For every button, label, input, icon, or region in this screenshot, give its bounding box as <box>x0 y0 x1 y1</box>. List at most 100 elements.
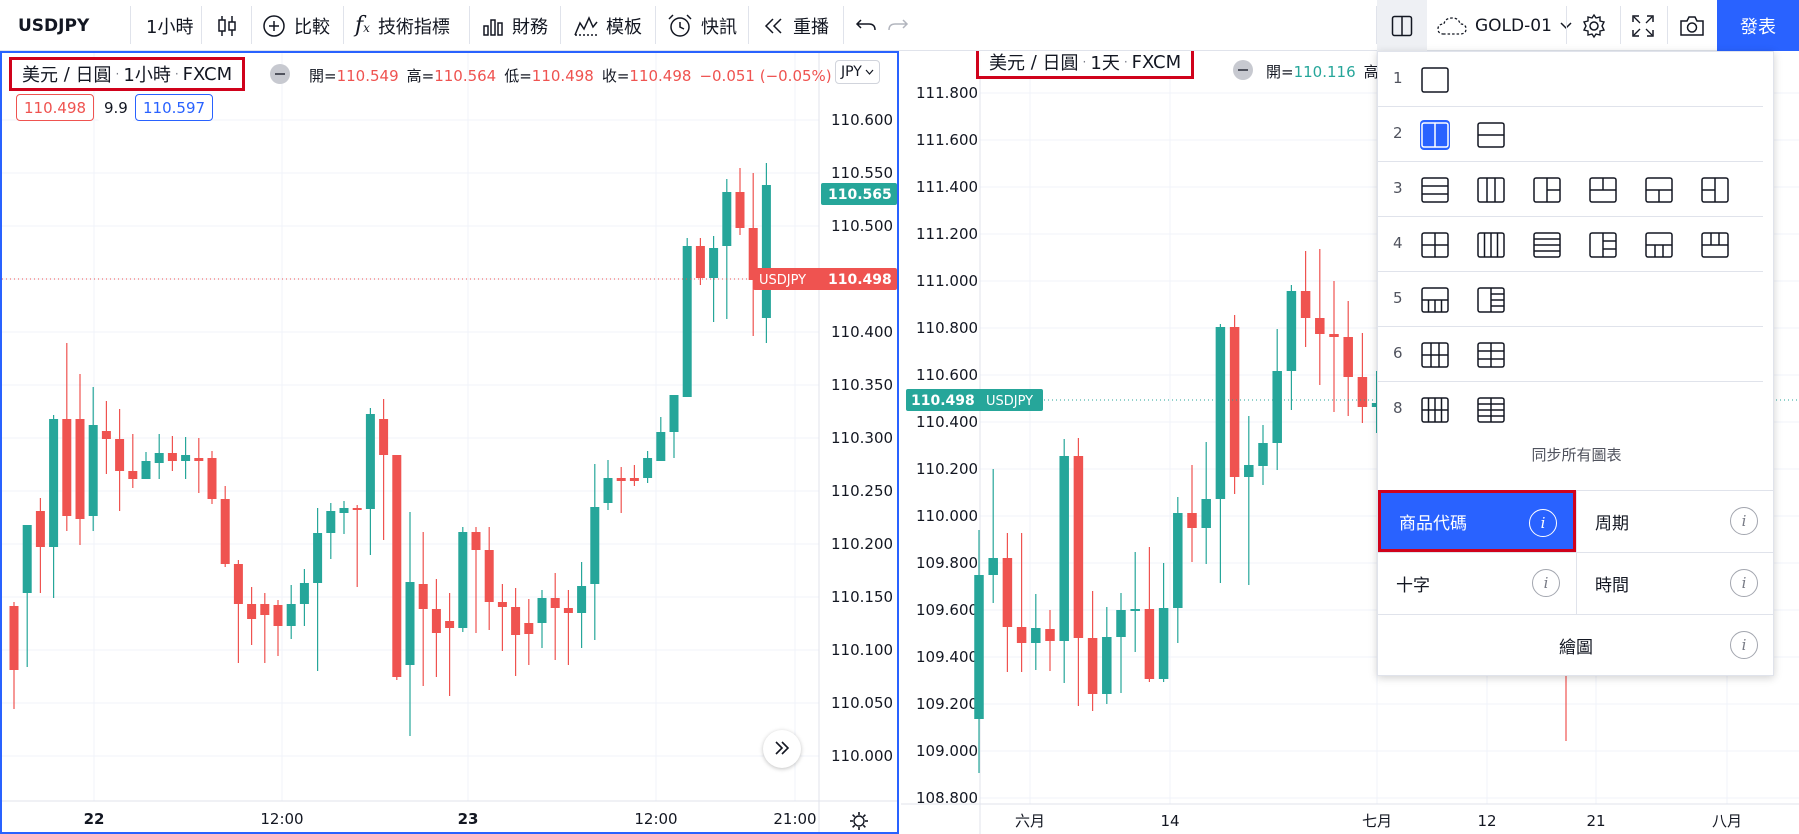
layout-split-h-icon[interactable] <box>1476 120 1506 150</box>
layout-split-v-icon[interactable] <box>1420 120 1450 150</box>
chart-type-button[interactable] <box>216 0 238 51</box>
sync-time-toggle[interactable]: 時間 i <box>1576 552 1774 614</box>
legend-quote: 日圓 <box>75 65 112 86</box>
collapse-legend-button[interactable] <box>270 64 290 84</box>
info-icon[interactable]: i <box>1529 509 1557 537</box>
layout-t2b1-icon[interactable] <box>1588 175 1618 205</box>
layout-t3b1-icon[interactable] <box>1644 230 1674 260</box>
buy-price-button[interactable]: 110.597 <box>135 94 214 121</box>
info-icon[interactable]: i <box>1730 507 1758 535</box>
candle-body <box>1343 337 1353 377</box>
info-icon[interactable]: i <box>1532 569 1560 597</box>
chevron-down-icon <box>865 69 874 75</box>
divider <box>343 6 344 44</box>
open-label: 開= <box>1266 63 1294 81</box>
candle-body <box>735 192 745 228</box>
divider <box>1667 6 1668 44</box>
alert-button[interactable]: 快訊 <box>667 0 737 51</box>
open-value: 110.116 <box>1293 63 1356 81</box>
replay-label: 重播 <box>793 16 829 38</box>
info-icon[interactable]: i <box>1730 631 1758 659</box>
layout-t1b3-icon[interactable] <box>1700 230 1730 260</box>
layout-row: 5 <box>1378 272 1763 327</box>
candle-body <box>1031 628 1041 643</box>
layout-t4b1-icon[interactable] <box>1420 285 1450 315</box>
layout-grid8-icon[interactable] <box>1420 395 1450 425</box>
candle-body <box>1286 291 1297 371</box>
price-axis-label: 110.250 <box>831 482 893 500</box>
layout-button[interactable] <box>1377 0 1427 51</box>
divider <box>748 6 749 44</box>
fullscreen-button[interactable] <box>1632 0 1654 51</box>
collapse-legend-button[interactable] <box>1233 60 1253 80</box>
sync-interval-toggle[interactable]: 周期 i <box>1576 490 1774 552</box>
candle-body <box>669 395 679 432</box>
symbol-search-button[interactable]: USDJPY <box>18 0 89 51</box>
layout-t1b2-icon[interactable] <box>1644 175 1674 205</box>
divider <box>1376 6 1377 44</box>
candle-body <box>1144 609 1155 679</box>
legend-sep: / <box>63 63 70 85</box>
sync-crosshair-label: 十字 <box>1396 576 1430 596</box>
layout-row: 3 <box>1378 162 1763 217</box>
layout-cols3-icon[interactable] <box>1476 175 1506 205</box>
high-label: 高= <box>406 67 435 85</box>
layout-l1r3-icon[interactable] <box>1588 230 1618 260</box>
left-chart-canvas[interactable]: 110.600110.550110.500110.450110.400110.3… <box>2 53 897 832</box>
gear-icon[interactable] <box>850 812 868 830</box>
layout-name-button[interactable]: GOLD-01 <box>1437 0 1572 51</box>
layout-grid6h-icon[interactable] <box>1476 340 1506 370</box>
layout-row-number: 5 <box>1393 289 1403 307</box>
price-tag-symbol: USDJPY <box>986 394 1033 409</box>
candle-body <box>260 604 270 615</box>
layout-l1r4-icon[interactable] <box>1476 285 1506 315</box>
layout-l1r2-icon[interactable] <box>1532 175 1562 205</box>
undo-button[interactable] <box>855 0 877 51</box>
layout-grid4-icon[interactable] <box>1420 230 1450 260</box>
candle-body <box>1315 318 1325 334</box>
settings-button[interactable] <box>1581 0 1607 51</box>
financials-button[interactable]: 財務 <box>482 0 548 51</box>
replay-button[interactable]: 重播 <box>763 0 829 51</box>
templates-button[interactable]: 模板 <box>574 0 642 51</box>
candle-body <box>1130 609 1140 611</box>
candle-body <box>1187 513 1197 528</box>
financials-label: 財務 <box>512 16 548 38</box>
layout-single-icon[interactable] <box>1420 65 1450 95</box>
layout-rows3-icon[interactable] <box>1420 175 1450 205</box>
template-icon <box>574 15 598 37</box>
candle-body <box>1371 403 1382 407</box>
symbol-legend[interactable]: 美元 / 日圓 · 1小時 · FXCM <box>9 57 246 91</box>
time-axis-label: 八月 <box>1712 812 1742 830</box>
chart-pane-left[interactable]: 110.600110.550110.500110.450110.400110.3… <box>0 51 899 834</box>
sync-crosshair-toggle[interactable]: 十字 i <box>1378 552 1576 614</box>
sell-price-button[interactable]: 110.498 <box>16 94 95 121</box>
snapshot-button[interactable] <box>1679 0 1705 51</box>
candle-body <box>616 478 626 481</box>
layout-l2r1-icon[interactable] <box>1700 175 1730 205</box>
time-axis-label: 七月 <box>1362 812 1392 830</box>
info-icon[interactable]: i <box>1730 569 1758 597</box>
price-axis-label: 110.200 <box>916 460 978 478</box>
layout-grid6-icon[interactable] <box>1420 340 1450 370</box>
candle-body <box>273 605 283 626</box>
sync-drawings-toggle[interactable]: 繪圖 i <box>1378 614 1774 676</box>
symbol-legend[interactable]: 美元 / 日圓 · 1天 · FXCM <box>976 51 1195 79</box>
publish-button[interactable]: 發表 <box>1717 0 1799 51</box>
candle-body <box>9 606 19 670</box>
redo-button[interactable] <box>887 0 909 51</box>
layout-cols4-icon[interactable] <box>1476 230 1506 260</box>
compare-button[interactable]: 比較 <box>262 0 330 51</box>
interval-button[interactable]: 1小時 <box>146 0 193 51</box>
layout-rows4-icon[interactable] <box>1532 230 1562 260</box>
currency-button[interactable]: JPY <box>835 60 880 84</box>
price-tag-value: 110.498 <box>911 393 975 409</box>
candle-body <box>484 550 494 602</box>
sync-symbol-toggle[interactable]: 商品代碼 i <box>1378 490 1576 552</box>
price-axis-label: 110.550 <box>831 164 893 182</box>
layout-row: 4 <box>1378 217 1763 272</box>
indicators-button[interactable]: fx 技術指標 <box>355 0 450 51</box>
scroll-to-realtime-button[interactable] <box>763 730 801 768</box>
layout-grid8h-icon[interactable] <box>1476 395 1506 425</box>
layout-row-number: 2 <box>1393 124 1403 142</box>
